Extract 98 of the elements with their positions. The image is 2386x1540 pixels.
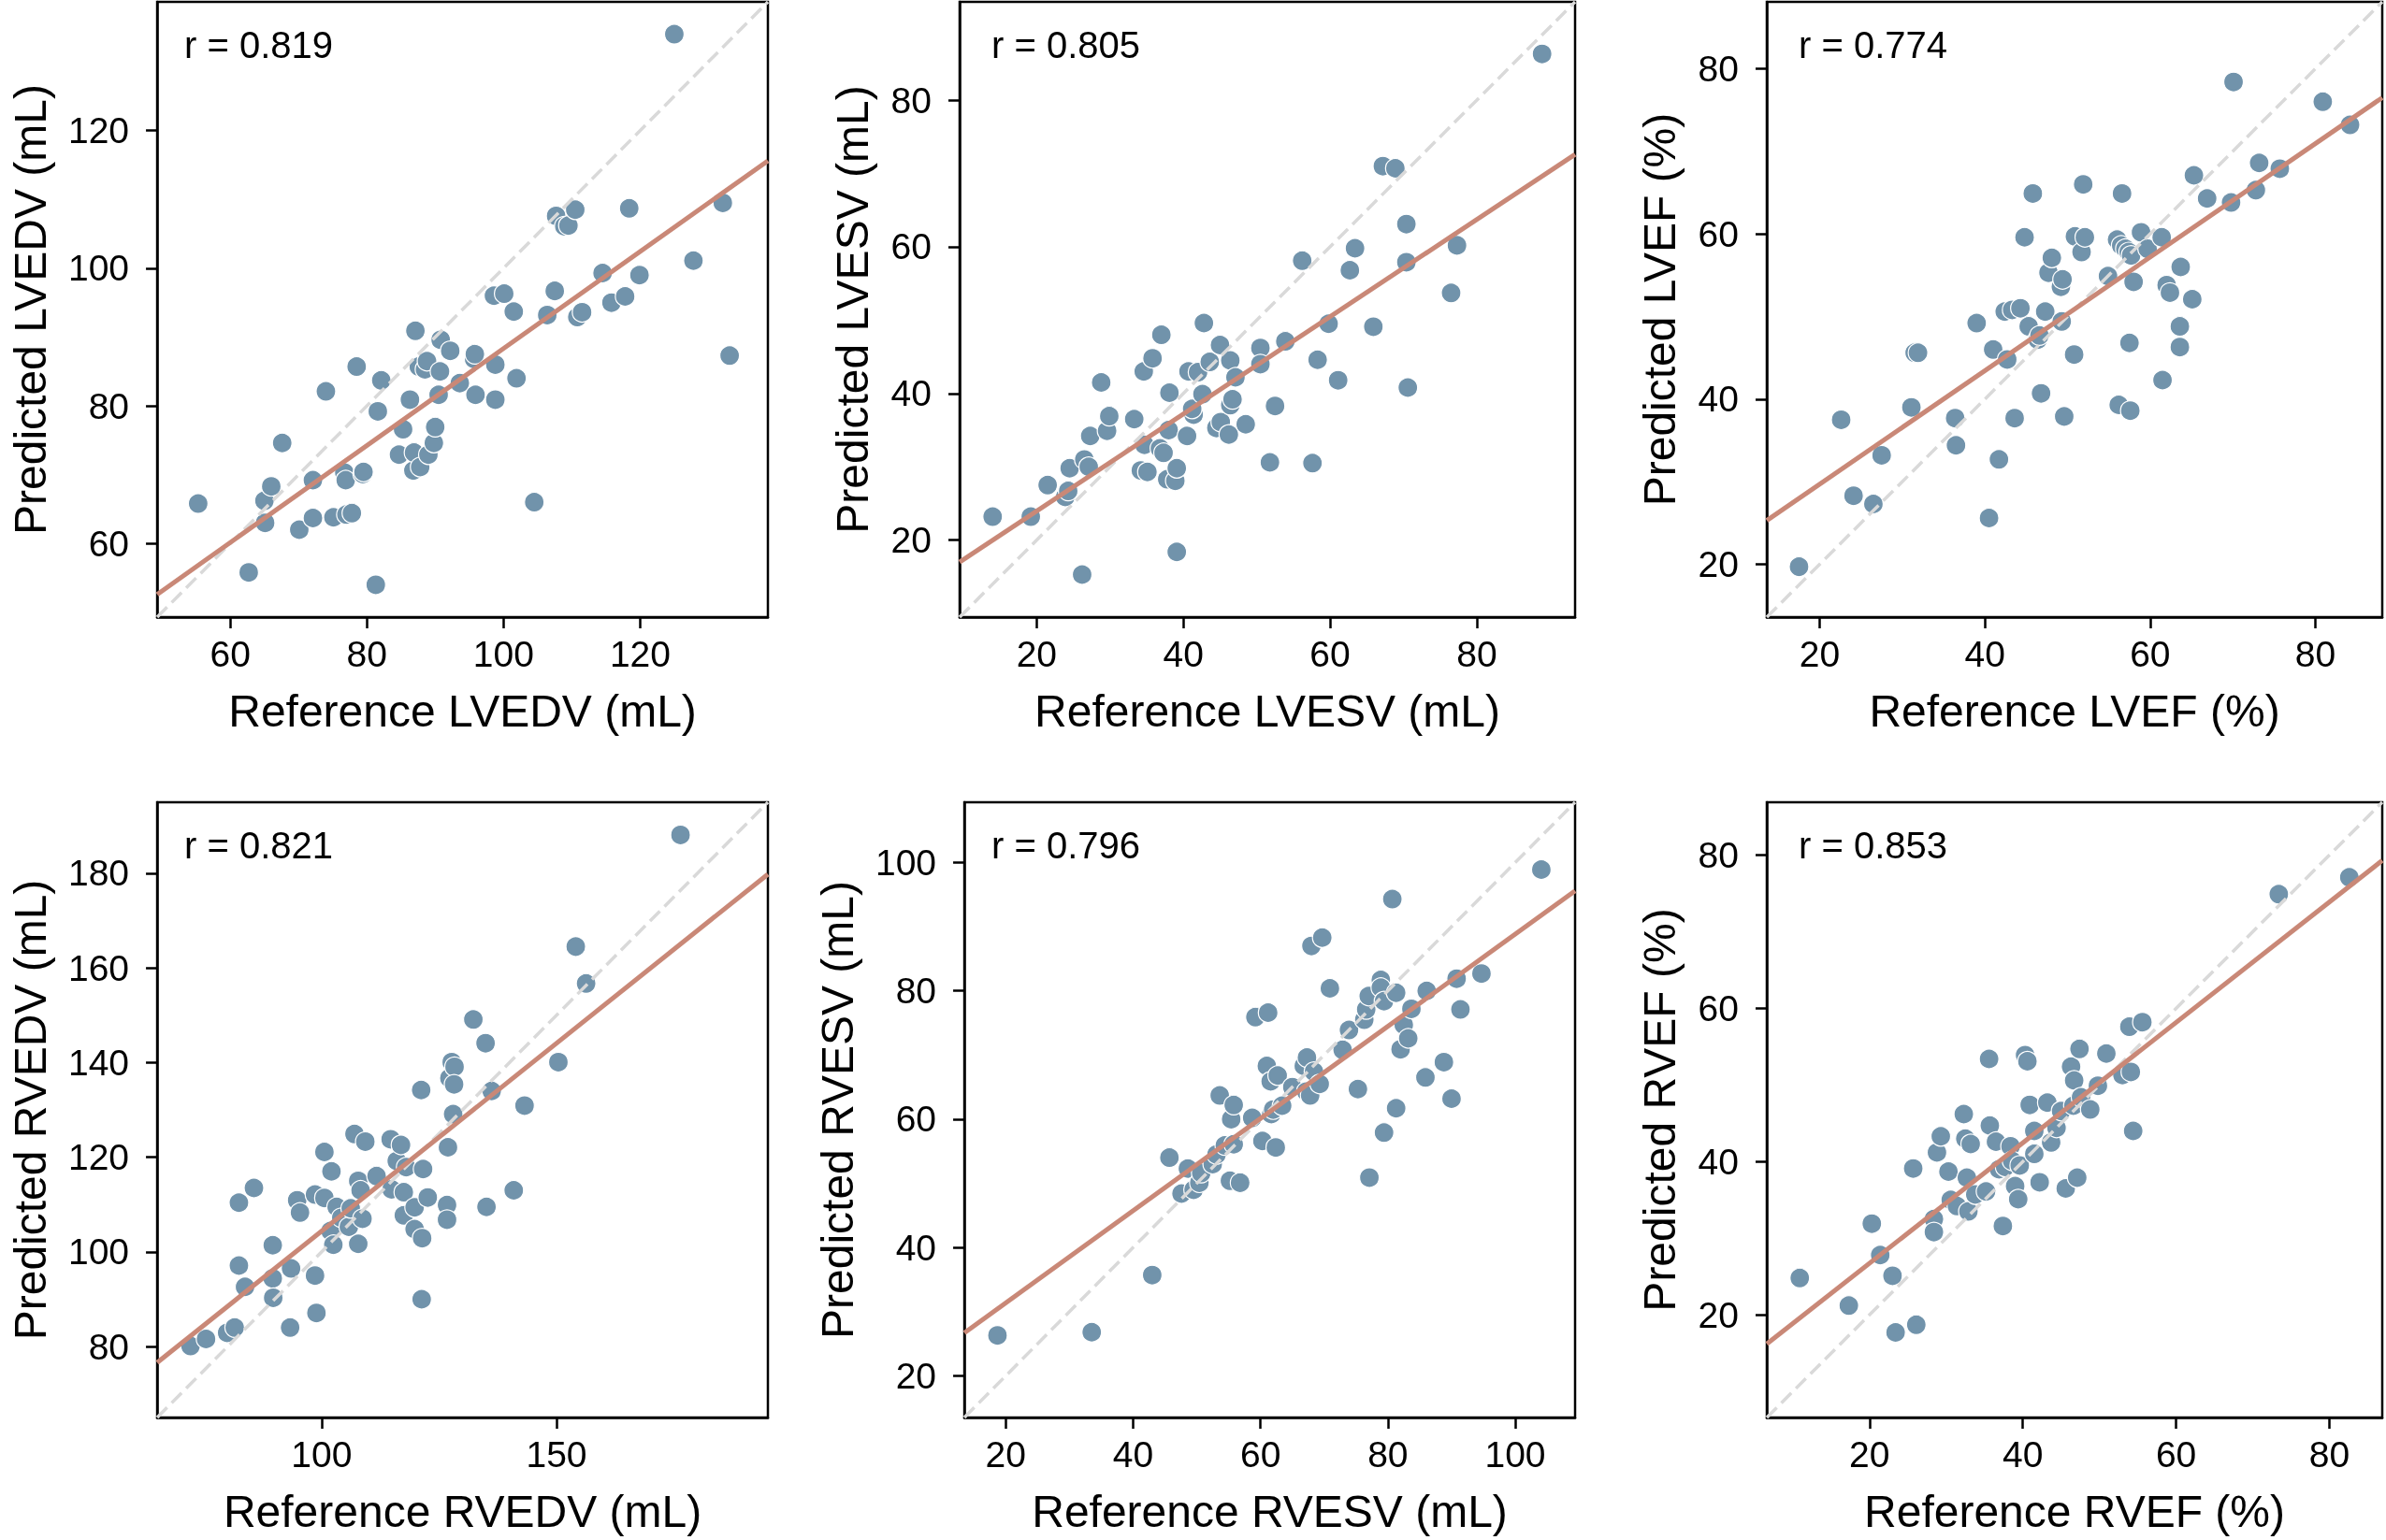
x-tick-label: 60 [1239,1434,1281,1475]
x-tick-label: 80 [2294,634,2336,674]
y-tick-label: 60 [88,523,130,564]
y-tick-label: 20 [895,1355,937,1396]
point [2017,1050,2038,1072]
y-tick-label: 60 [890,226,932,267]
x-tick-label: 40 [1163,634,1204,674]
y-tick-label: 100 [67,1231,130,1273]
point [2007,1188,2029,1210]
x-tick-label: 40 [1112,1434,1154,1475]
y-axis-title: Predicted RVESV (mL) [812,881,862,1339]
point [1992,1216,2014,1237]
y-tick-label: 60 [895,1099,937,1140]
x-tick-label: 80 [1367,1434,1409,1475]
y-tick-label: 80 [890,79,932,121]
y-axis-title: Predicted LVEF (%) [1635,112,1685,507]
y-tick-label: 120 [67,1137,130,1178]
point [1926,1142,1948,1163]
x-axis-title: Reference LVEDV (mL) [228,685,697,736]
point [2268,884,2290,905]
x-tick-label: 100 [472,634,534,674]
y-tick-label: 100 [67,248,130,289]
point [1882,1265,1903,1287]
y-tick-label: 80 [88,1326,130,1367]
x-tick-label: 60 [1309,634,1351,674]
point [2120,1061,2142,1083]
y-axis-title: Predicted RVEDV (mL) [5,879,55,1341]
x-tick-label: 120 [609,634,671,674]
y-tick-label: 80 [88,385,130,426]
x-axis-title: Reference RVEDV (mL) [223,1486,702,1536]
x-axis-title: Reference RVEF (%) [1864,1486,2285,1536]
annotation: r = 0.774 [1799,24,1948,65]
point [1902,1158,1924,1179]
point [1938,1160,1959,1183]
point [2066,1167,2088,1188]
y-tick-label: 120 [67,110,130,151]
y-tick-label: 20 [1698,543,1739,584]
point [1838,1295,1859,1317]
point [2122,1120,2144,1142]
point [1885,1321,1906,1344]
x-tick-label: 80 [346,634,387,674]
point [1953,1103,1974,1125]
x-tick-label: 150 [526,1434,587,1475]
y-tick-label: 180 [67,853,130,894]
x-tick-label: 60 [210,634,251,674]
y-tick-label: 60 [1698,987,1739,1029]
annotation: r = 0.805 [991,24,1141,65]
x-tick-label: 40 [2002,1434,2044,1475]
y-axis-title: Predicted LVESV (mL) [828,85,878,534]
x-tick-label: 80 [2308,1434,2350,1475]
point [1905,1314,1927,1335]
annotation: r = 0.853 [1799,825,1948,866]
point [1789,1267,1811,1288]
x-tick-label: 80 [1456,634,1497,674]
y-tick-label: 80 [895,971,937,1012]
x-tick-label: 20 [985,1434,1026,1475]
point [1930,1126,1952,1147]
y-tick-label: 80 [1698,49,1739,90]
point [2132,1012,2153,1033]
x-axis-title: Reference LVESV (mL) [1034,685,1500,736]
y-tick-label: 40 [895,1227,937,1268]
y-tick-label: 20 [890,520,932,561]
y-tick-label: 40 [1698,1141,1739,1182]
annotation: r = 0.819 [184,24,334,65]
y-tick-label: 40 [1698,379,1739,420]
x-tick-label: 100 [1484,1434,1546,1475]
y-tick-label: 100 [875,842,937,883]
x-axis-title: Reference LVEF (%) [1869,685,2280,736]
y-tick-label: 20 [1698,1294,1739,1335]
point [2036,1092,2059,1114]
annotation: r = 0.796 [991,825,1141,866]
y-axis-title: Predicted LVEDV (mL) [5,84,55,535]
y-tick-label: 40 [890,373,932,414]
x-tick-label: 60 [2130,634,2171,674]
y-tick-label: 160 [67,947,130,988]
x-tick-label: 40 [1964,634,2005,674]
point [2029,1172,2050,1193]
point [1861,1213,1883,1234]
x-axis-title: Reference RVESV (mL) [1032,1486,1508,1536]
annotation: r = 0.821 [184,825,334,866]
y-axis-title: Predicted RVEF (%) [1635,908,1685,1312]
y-tick-label: 140 [67,1042,130,1083]
point [1978,1048,2000,1070]
point [2018,1094,2041,1115]
x-tick-label: 20 [1016,634,1058,674]
point [2069,1038,2090,1059]
x-tick-label: 20 [1849,1434,1890,1475]
point [1959,1133,1982,1155]
x-tick-label: 60 [2155,1434,2197,1475]
point [2079,1099,2101,1120]
x-tick-label: 20 [1799,634,1841,674]
y-tick-label: 60 [1698,213,1739,254]
point [1979,1115,2001,1136]
point [2063,1070,2085,1091]
point [1923,1221,1945,1243]
point [2095,1043,2118,1064]
x-tick-label: 100 [291,1434,353,1475]
y-tick-label: 80 [1698,835,1739,876]
